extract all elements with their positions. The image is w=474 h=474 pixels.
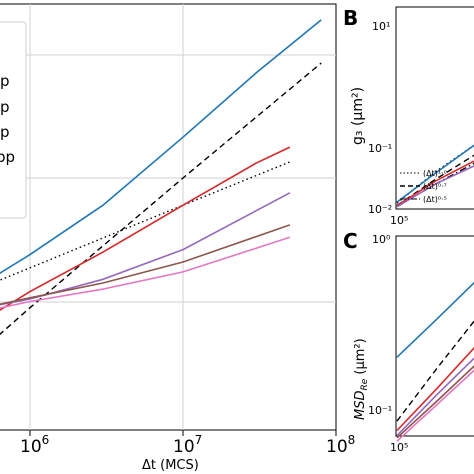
a-series-line-7 [0, 236, 291, 309]
a-legend-fragment-4: bp [0, 148, 15, 166]
b-ytick-1e-2: 10⁻² [368, 203, 392, 216]
b-ytick-1e1: 10¹ [372, 20, 390, 33]
c-xtick-1e5: 10⁵ [390, 441, 408, 454]
b-ylabel: g₃ (μm²) [350, 87, 366, 145]
a-series-line-2 [0, 62, 322, 336]
a-legend-box [0, 21, 27, 219]
c-series-line-2 [396, 320, 474, 422]
c-ytick-1e0: 10⁰ [372, 233, 391, 246]
c-ylabel: MSDRe (μm²) [353, 338, 370, 420]
c-series-line-4 [396, 357, 474, 437]
a-series-line-6 [0, 224, 291, 306]
panel-c-series [396, 281, 474, 442]
a-legend-fragment-3: p [0, 123, 10, 141]
a-xtick-1e7: 107 [173, 433, 202, 457]
c-series-line-6 [396, 369, 474, 442]
panel-b-letter: B [343, 6, 358, 30]
a-legend-fragment-2: p [0, 98, 10, 116]
b-xtick-1e5: 10⁵ [390, 214, 408, 227]
b-legend-label-2: (Δt)⁰·⁷ [423, 182, 447, 191]
panel-a-series [0, 19, 322, 336]
a-xlabel: Δt (MCS) [142, 458, 199, 473]
c-series-line-3 [396, 346, 474, 432]
b-legend-label-1: (Δt)¹·⁰ [423, 169, 447, 178]
a-series-line-4 [0, 146, 291, 312]
a-xtick-1e8: 108 [326, 433, 355, 457]
panel-b: B 10¹ 10⁻¹ 10⁻² 10⁵ g₃ (μm²) (Δt)¹·⁰ (Δt… [343, 6, 474, 227]
panel-c-letter: C [343, 229, 358, 253]
c-series-line-1 [396, 281, 474, 358]
a-legend-fragment-1: p [0, 72, 10, 90]
panel-b-series [396, 144, 474, 208]
a-xtick-1e6: 106 [20, 433, 49, 457]
b-ytick-1e-1: 10⁻¹ [368, 142, 392, 155]
b-series-line-6 [396, 165, 474, 208]
panel-a: 106 107 108 Δt (MCS) p p p bp [0, 3, 355, 473]
panel-c: C 10⁰ 10⁻¹ 10⁵ MSDRe (μm²) [343, 229, 474, 454]
b-series-line-4 [396, 144, 474, 203]
panel-a-frame [0, 3, 337, 431]
panel-b-frame [395, 6, 474, 210]
c-series-line-5 [396, 365, 474, 439]
a-series-line-1 [0, 19, 322, 275]
b-series-line-5 [396, 160, 474, 207]
c-ytick-1e-1: 10⁻¹ [368, 404, 392, 417]
b-legend-label-3: (Δt)⁰·⁵ [423, 195, 447, 204]
